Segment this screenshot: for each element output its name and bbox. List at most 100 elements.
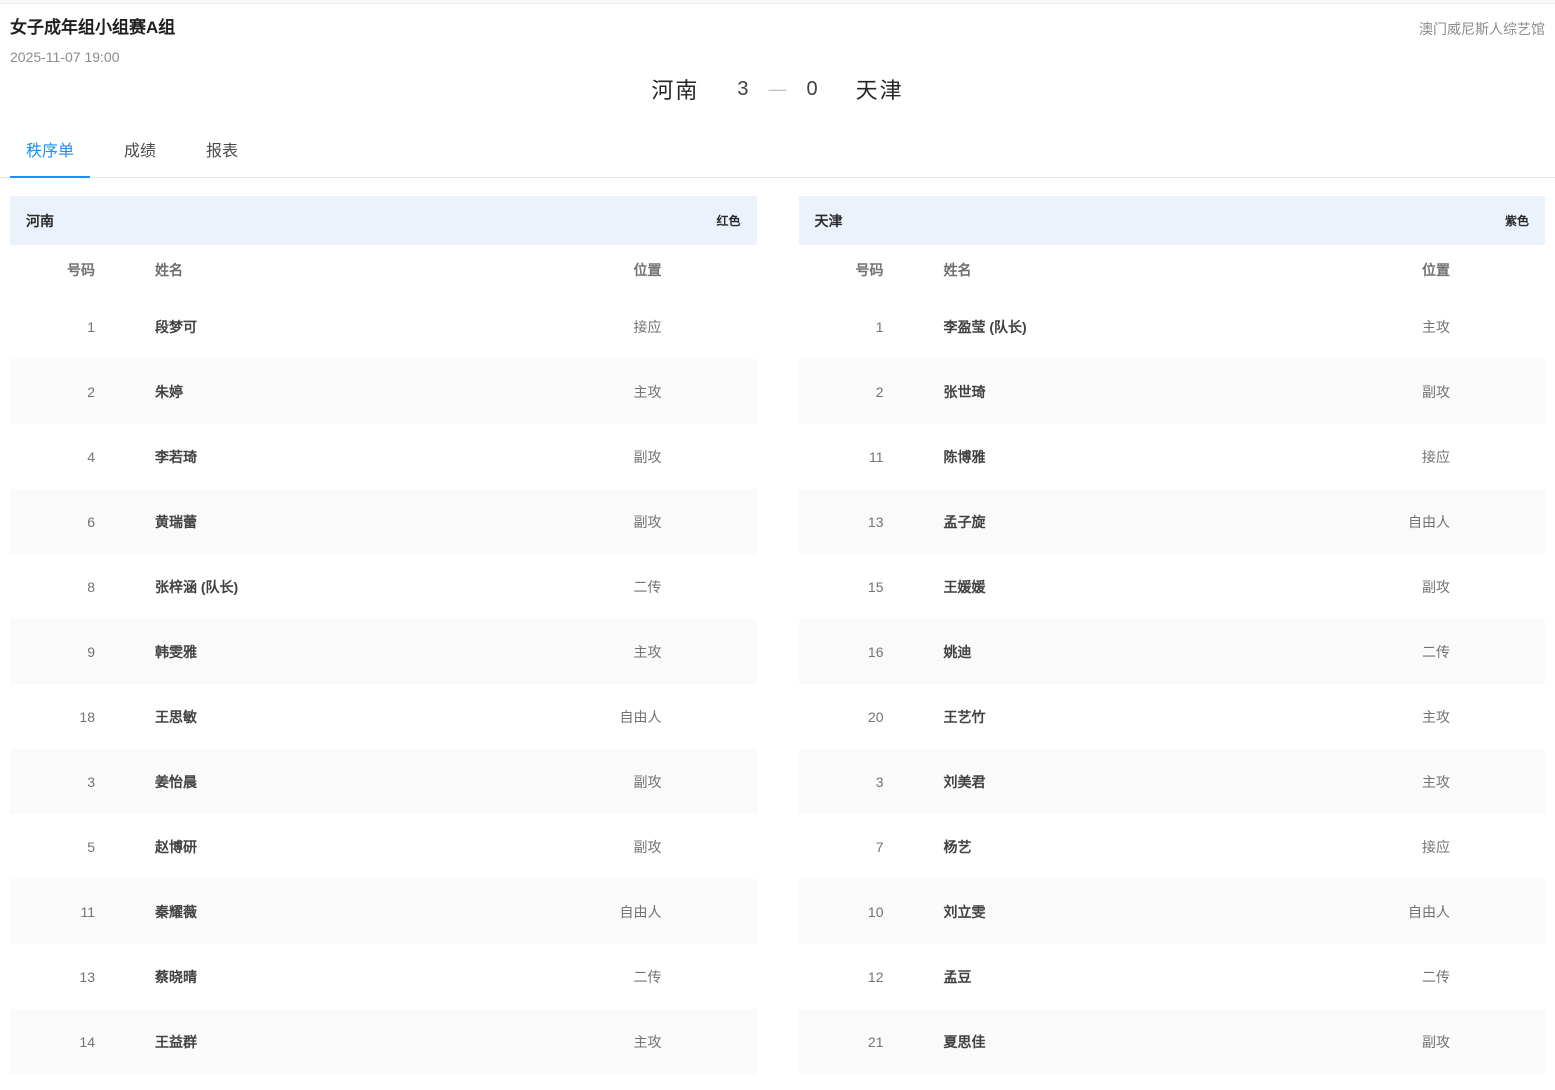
player-name: 王益群 bbox=[155, 1033, 197, 1050]
player-name: 张世琦 bbox=[943, 383, 986, 400]
player-row: 13 蔡晓晴 二传 bbox=[10, 944, 757, 1009]
player-position: 二传 bbox=[633, 578, 662, 595]
jersey-color-label: 紫色 bbox=[1504, 214, 1529, 228]
player-position: 二传 bbox=[633, 968, 662, 985]
player-position: 主攻 bbox=[1422, 773, 1450, 790]
player-position: 主攻 bbox=[1422, 708, 1450, 725]
player-position: 接应 bbox=[1422, 448, 1450, 465]
player-row: 10 刘立雯 自由人 bbox=[798, 879, 1545, 944]
player-number: 20 bbox=[867, 708, 884, 725]
player-name: 陈博雅 bbox=[943, 448, 986, 465]
column-header-name: 姓名 bbox=[943, 261, 972, 278]
roster-away: 天津 紫色 号码 姓名 位置 1 李盈莹 (队长) 主攻 2 张世琦 副攻 11… bbox=[798, 196, 1546, 1074]
roster-home-header: 河南 红色 bbox=[10, 196, 757, 245]
tab-lineup[interactable]: 秩序单 bbox=[10, 129, 91, 178]
player-name: 王思敏 bbox=[155, 708, 197, 725]
player-row: 4 李若琦 副攻 bbox=[10, 424, 757, 489]
player-name: 蔡晓晴 bbox=[155, 968, 197, 985]
player-number: 3 bbox=[875, 773, 884, 790]
player-position: 自由人 bbox=[619, 903, 662, 920]
score-separator: — bbox=[768, 78, 787, 99]
player-row: 15 王媛媛 副攻 bbox=[799, 554, 1546, 619]
top-divider bbox=[0, 0, 1555, 4]
player-number: 21 bbox=[867, 1033, 884, 1050]
player-row: 11 陈博雅 接应 bbox=[799, 424, 1546, 489]
player-position: 自由人 bbox=[1408, 513, 1450, 530]
player-position: 副攻 bbox=[1422, 1033, 1450, 1050]
player-number: 16 bbox=[867, 643, 884, 660]
player-position: 自由人 bbox=[619, 708, 662, 725]
player-number: 12 bbox=[867, 968, 884, 985]
player-number: 9 bbox=[87, 643, 95, 660]
player-row: 7 杨艺 接应 bbox=[799, 814, 1546, 879]
player-name: 朱婷 bbox=[155, 383, 183, 400]
player-number: 15 bbox=[867, 578, 884, 595]
player-row: 3 姜怡晨 副攻 bbox=[10, 749, 757, 814]
player-position: 二传 bbox=[1422, 968, 1450, 985]
player-number: 1 bbox=[875, 318, 884, 335]
roster-team-name: 天津 bbox=[814, 212, 843, 229]
player-name: 刘美君 bbox=[943, 773, 986, 790]
tab-report[interactable]: 报表 bbox=[206, 143, 239, 160]
tab-bar: 秩序单 成绩 报表 bbox=[0, 129, 1555, 178]
player-row: 3 刘美君 主攻 bbox=[798, 749, 1545, 814]
player-row: 8 张梓涵 (队长) 二传 bbox=[10, 554, 757, 619]
player-name: 杨艺 bbox=[943, 838, 972, 855]
home-score: 3 bbox=[737, 77, 749, 100]
player-name: 李盈莹 (队长) bbox=[943, 318, 1027, 335]
player-position: 副攻 bbox=[633, 513, 662, 530]
player-number: 1 bbox=[87, 318, 95, 335]
player-name: 黄瑞蕾 bbox=[155, 513, 197, 530]
player-number: 4 bbox=[87, 448, 95, 465]
roster-home-body: 1 段梦可 接应 2 朱婷 主攻 4 李若琦 副攻 6 黄瑞蕾 副攻 8 张梓涵… bbox=[10, 294, 757, 1074]
player-position: 自由人 bbox=[1408, 903, 1450, 920]
roster-away-header: 天津 紫色 bbox=[798, 196, 1545, 245]
player-row: 13 孟子旋 自由人 bbox=[798, 489, 1545, 554]
roster-column-headers: 号码 姓名 位置 bbox=[10, 245, 757, 294]
player-row: 6 黄瑞蕾 副攻 bbox=[10, 489, 757, 554]
player-number: 11 bbox=[868, 448, 884, 465]
player-position: 主攻 bbox=[633, 1033, 662, 1050]
roster-home: 河南 红色 号码 姓名 位置 1 段梦可 接应 2 朱婷 主攻 4 李若琦 副攻… bbox=[10, 196, 757, 1074]
player-number: 13 bbox=[79, 968, 95, 985]
player-name: 张梓涵 (队长) bbox=[155, 578, 239, 595]
page-title: 女子成年组小组赛A组 bbox=[10, 18, 176, 37]
player-position: 主攻 bbox=[1422, 318, 1450, 335]
column-header-position: 位置 bbox=[1422, 261, 1450, 278]
player-row: 20 王艺竹 主攻 bbox=[799, 684, 1546, 749]
player-number: 7 bbox=[875, 838, 884, 855]
player-number: 3 bbox=[87, 773, 95, 790]
player-position: 二传 bbox=[1422, 643, 1450, 660]
player-position: 副攻 bbox=[633, 838, 662, 855]
player-name: 孟豆 bbox=[943, 968, 972, 985]
player-row: 5 赵博研 副攻 bbox=[10, 814, 757, 879]
player-name: 夏思佳 bbox=[943, 1033, 986, 1050]
venue-label: 澳门威尼斯人综艺馆 bbox=[1419, 21, 1545, 37]
player-name: 秦耀薇 bbox=[155, 903, 197, 920]
player-name: 段梦可 bbox=[155, 318, 197, 335]
player-name: 姜怡晨 bbox=[155, 773, 197, 790]
player-number: 11 bbox=[80, 903, 95, 920]
player-name: 李若琦 bbox=[155, 448, 197, 465]
player-name: 王艺竹 bbox=[943, 708, 986, 725]
score-banner: 河南 3 — 0 天津 bbox=[0, 71, 1555, 107]
roster-column-headers: 号码 姓名 位置 bbox=[799, 245, 1546, 294]
roster-tables: 河南 红色 号码 姓名 位置 1 段梦可 接应 2 朱婷 主攻 4 李若琦 副攻… bbox=[0, 196, 1555, 1074]
tab-results[interactable]: 成绩 bbox=[124, 143, 157, 160]
player-row: 9 韩雯雅 主攻 bbox=[10, 619, 757, 684]
player-number: 6 bbox=[87, 513, 95, 530]
column-header-number: 号码 bbox=[67, 261, 95, 278]
player-name: 刘立雯 bbox=[943, 903, 986, 920]
home-team-name: 河南 bbox=[651, 78, 700, 103]
column-header-position: 位置 bbox=[633, 261, 662, 278]
player-number: 5 bbox=[87, 838, 95, 855]
player-row: 1 李盈莹 (队长) 主攻 bbox=[799, 294, 1546, 359]
player-position: 副攻 bbox=[1422, 578, 1450, 595]
player-position: 副攻 bbox=[633, 773, 662, 790]
match-datetime: 2025-11-07 19:00 bbox=[10, 49, 120, 65]
away-team-name: 天津 bbox=[855, 78, 904, 103]
roster-team-name: 河南 bbox=[26, 212, 54, 229]
player-row: 21 夏思佳 副攻 bbox=[798, 1009, 1545, 1074]
player-position: 接应 bbox=[633, 318, 662, 335]
player-number: 14 bbox=[79, 1033, 95, 1050]
